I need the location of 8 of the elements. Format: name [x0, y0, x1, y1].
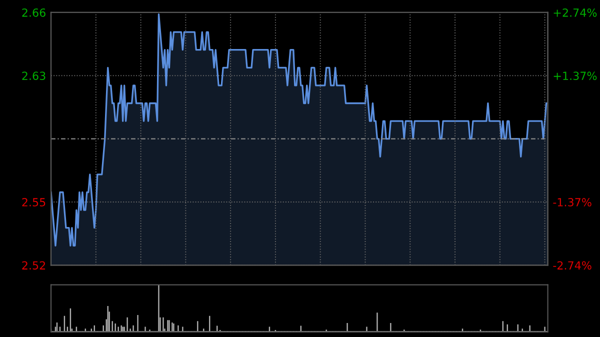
y-tick-label: 2.55: [22, 198, 46, 206]
y2-tick-label: +1.37%: [554, 72, 597, 80]
y2-tick-label: -1.37%: [553, 198, 592, 206]
y-tick-label: 2.66: [22, 8, 46, 17]
y2-tick-label: +2.74%: [554, 8, 597, 17]
y2-tick-label: -2.74%: [553, 261, 592, 270]
y-tick-label: 2.63: [22, 72, 46, 80]
y-tick-label: 2.52: [22, 261, 46, 270]
